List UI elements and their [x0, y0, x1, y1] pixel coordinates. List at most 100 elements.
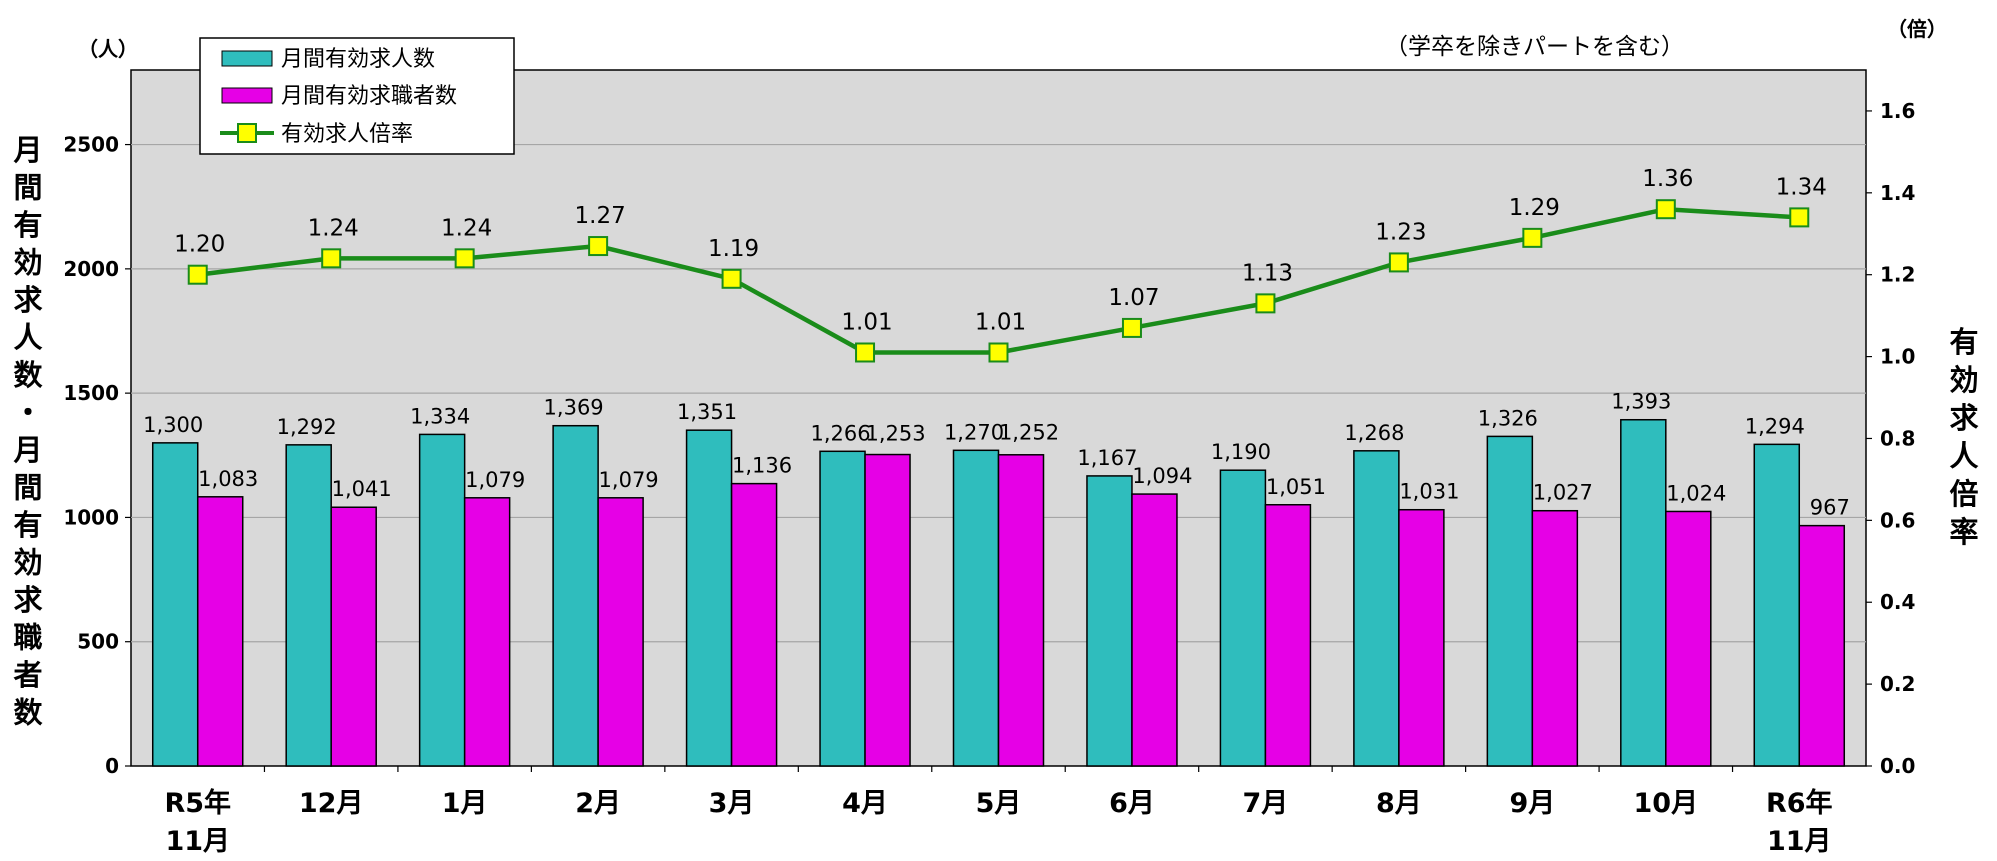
left-axis-unit: （人）	[78, 37, 138, 61]
x-category-label: 9月	[1509, 788, 1555, 819]
ratio-marker	[187, 264, 208, 285]
x-axis-categories: R5年 11月 12月 1月 2月 3月 4月 5月 6月 7月 8月 9月 10月 R6年 11月	[164, 766, 1833, 857]
x-category-label: 7月	[1243, 788, 1289, 819]
ratio-marker	[988, 342, 1009, 363]
bar-job-seekers	[864, 453, 911, 767]
bar-job-seekers	[730, 482, 778, 767]
data-labels: 1,300 1,083 1,292 1,041 1,334 1,079 1,369 1,079…	[143, 166, 1850, 519]
axis-label-char: 率	[1949, 515, 1978, 549]
axis-label-char: 効	[1949, 363, 1978, 397]
bar-job-seekers	[463, 497, 511, 767]
x-category-label: 5月	[976, 788, 1022, 819]
x-category-label: R5年	[164, 787, 231, 819]
ratio-marker	[1655, 199, 1676, 220]
bar-job-seekers	[196, 496, 244, 767]
bar-job-openings	[1753, 443, 1801, 767]
axis-label-char: 月	[12, 433, 42, 467]
data-label-ratio: 1.20	[174, 232, 225, 258]
axis-label-char: ・	[13, 396, 42, 430]
data-label-job-openings: 1,268	[1344, 421, 1404, 445]
data-label-job-seekers: 1,041	[332, 477, 392, 501]
right-tick-label: 0.0	[1880, 754, 1915, 778]
data-label-job-openings: 1,369	[544, 396, 604, 420]
bar-job-openings	[285, 444, 332, 767]
axis-label-char: 数	[13, 358, 43, 392]
ratio-marker	[1388, 252, 1409, 273]
axis-label-char: 有	[13, 208, 42, 242]
right-tick-label: 1.6	[1880, 99, 1915, 123]
legend-label-job-openings: 月間有効求人数	[281, 47, 435, 72]
ratio-marker	[855, 342, 876, 363]
legend-label-job-seekers: 月間有効求職者数	[281, 84, 457, 109]
data-label-job-openings: 1,351	[677, 400, 737, 424]
chart-note: （学卒を除きパートを含む）	[1385, 34, 1684, 60]
axis-label-char: 求	[13, 583, 42, 617]
bar-job-openings	[819, 450, 866, 767]
bar-job-seekers	[1798, 524, 1846, 767]
bar-job-openings	[151, 442, 199, 767]
right-tick-label: 0.2	[1880, 672, 1915, 696]
left-tick-label: 1000	[63, 505, 119, 529]
data-label-ratio: 1.23	[1375, 219, 1426, 245]
ratio-marker	[1255, 293, 1276, 314]
axis-label-char: 月	[12, 133, 42, 167]
left-tick-label: 500	[77, 630, 119, 654]
axis-label-char: 間	[13, 171, 42, 205]
axis-label-char: 職	[13, 621, 42, 655]
x-category-label: R6年	[1766, 787, 1833, 819]
legend-swatch-ratio-marker	[237, 123, 257, 143]
right-tick-label: 0.4	[1880, 590, 1915, 614]
right-tick-label: 0.8	[1880, 426, 1915, 450]
data-label-ratio: 1.24	[308, 215, 359, 241]
bar-job-seekers	[1665, 510, 1712, 767]
data-label-job-seekers: 1,253	[865, 421, 925, 445]
data-label-ratio: 1.27	[575, 203, 626, 229]
left-tick-label: 0	[105, 754, 119, 778]
x-category-label: 1月	[442, 788, 488, 819]
bar-job-openings	[552, 424, 599, 767]
legend: 月間有効求人数 月間有効求職者数 有効求人倍率	[199, 37, 515, 155]
x-category-label: 10月	[1634, 788, 1699, 819]
right-tick-label: 1.0	[1880, 345, 1915, 369]
data-label-ratio: 1.13	[1242, 260, 1293, 286]
data-label-job-openings: 1,334	[410, 404, 470, 428]
data-label-job-seekers: 1,079	[599, 468, 659, 492]
axis-label-char: 数	[13, 696, 43, 730]
ratio-marker	[721, 268, 742, 289]
data-label-job-seekers: 967	[1810, 496, 1850, 520]
bar-job-openings	[1620, 418, 1667, 767]
axis-label-char: 間	[13, 471, 42, 505]
axis-label-char: 有	[1949, 325, 1978, 359]
data-label-job-seekers: 1,136	[732, 454, 792, 478]
right-axis-ticks: 0.0 0.2 0.4 0.6 0.8 1.0 1.2 1.4 1.6	[1866, 99, 1915, 778]
data-label-job-openings: 1,167	[1077, 446, 1137, 470]
legend-swatch-job-openings	[221, 50, 273, 67]
legend-label-ratio: 有効求人倍率	[281, 122, 413, 147]
ratio-marker	[1789, 207, 1810, 228]
x-category-label: 3月	[709, 788, 755, 819]
axis-label-char: 効	[13, 546, 42, 580]
data-label-job-seekers: 1,051	[1266, 475, 1326, 499]
x-category-label-line2: 11月	[165, 826, 230, 857]
bar-job-seekers	[1398, 508, 1445, 767]
axis-label-char: 有	[13, 508, 42, 542]
ratio-marker	[321, 248, 342, 269]
left-axis-ticks: 0 500 1000 1500 2000 2500	[63, 133, 131, 778]
axis-label-char: 人	[1949, 439, 1978, 473]
bar-job-seekers	[997, 454, 1045, 767]
bar-job-seekers	[1531, 509, 1579, 767]
x-category-label: 2月	[575, 788, 621, 819]
right-tick-label: 0.6	[1880, 508, 1915, 532]
bar-job-seekers	[1264, 504, 1312, 767]
data-label-ratio: 1.01	[975, 309, 1026, 335]
bar-job-openings	[685, 429, 733, 767]
data-label-job-seekers: 1,094	[1132, 464, 1192, 488]
bar-job-openings	[1219, 469, 1267, 767]
data-label-job-openings: 1,190	[1211, 440, 1271, 464]
ratio-marker	[1121, 317, 1142, 338]
right-tick-label: 1.4	[1880, 181, 1915, 205]
right-axis-unit: （倍）	[1887, 17, 1947, 41]
data-label-ratio: 1.01	[841, 309, 892, 335]
axis-label-char: 人	[13, 321, 42, 355]
